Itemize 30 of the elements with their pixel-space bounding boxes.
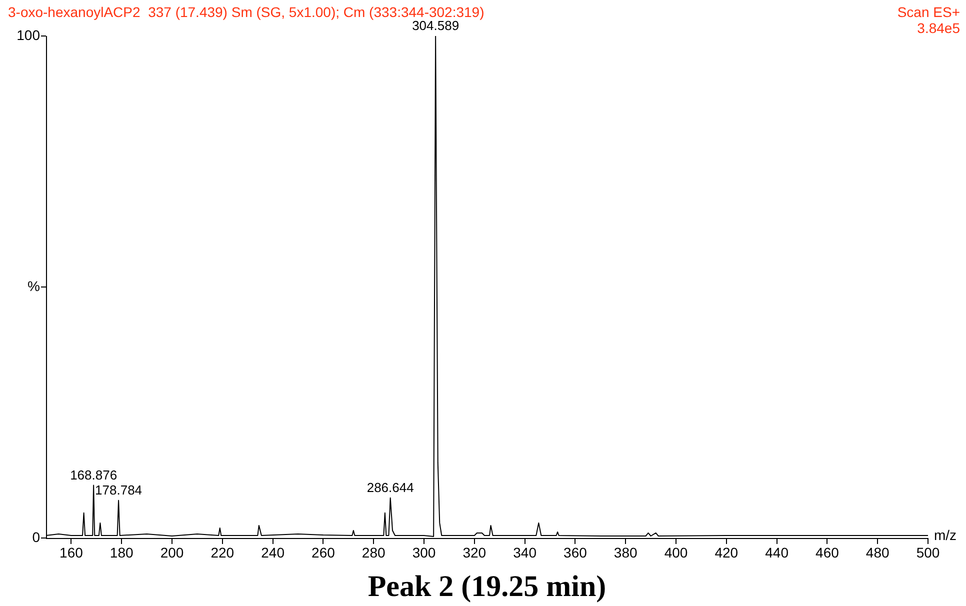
x-tick-label: 300 <box>412 544 436 560</box>
y-tick-label: 0 <box>32 528 40 545</box>
text: Peak 2 (19.25 min) <box>368 570 606 603</box>
x-tick-label: 260 <box>312 544 336 560</box>
y-tick-label: % <box>28 278 40 294</box>
x-tick-label: 320 <box>462 544 486 560</box>
chart-title: 3-oxo-hexanoylACP2 337 (17.439) Sm (SG, 5x1.00); Cm (333:344-302:319) <box>8 4 484 20</box>
text: Scan ES+ <box>897 4 960 20</box>
x-tick-label: 340 <box>513 544 537 560</box>
x-tick-label: 280 <box>362 544 386 560</box>
annotation: 286.644 <box>366 480 414 495</box>
x-tick-label: 500 <box>916 544 940 560</box>
x-tick-label: 460 <box>816 544 840 560</box>
x-tick-label: 220 <box>210 544 234 560</box>
annotation: 178.784 <box>95 482 142 498</box>
x-tick-label: 180 <box>110 544 134 560</box>
x-tick-label: 360 <box>564 544 588 560</box>
annotation: 304.589 <box>412 18 460 34</box>
annotation: 168.876 <box>70 467 118 482</box>
x-tick-label: 440 <box>765 544 789 560</box>
x-tick-label: 160 <box>60 544 84 560</box>
x-tick-label: 400 <box>664 544 688 560</box>
text: 3.84e5 <box>917 20 960 36</box>
y-tick-label: 100 <box>16 26 40 43</box>
x-tick-label: 420 <box>714 544 738 560</box>
x-tick-label: 480 <box>866 544 890 560</box>
x-tick-label: 240 <box>261 544 285 560</box>
x-axis-title: m/z <box>934 526 957 543</box>
x-tick-label: 380 <box>614 544 638 560</box>
x-tick-label: 200 <box>160 544 184 560</box>
